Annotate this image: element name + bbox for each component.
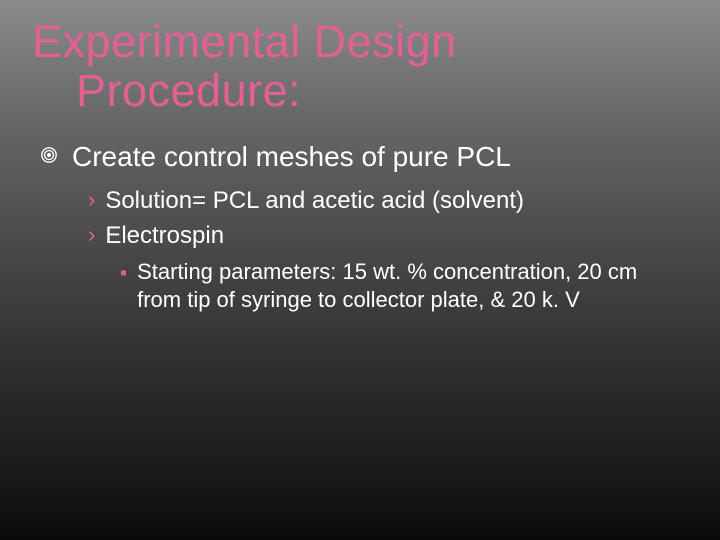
title-line-2: Procedure: <box>32 67 688 116</box>
bullet-level2: › Solution= PCL and acetic acid (solvent… <box>88 186 688 217</box>
chevron-icon: › <box>88 223 95 247</box>
target-icon <box>40 146 58 164</box>
slide: Experimental Design Procedure: Create co… <box>0 0 720 540</box>
level3-group: ▪ Starting parameters: 15 wt. % concentr… <box>120 258 688 314</box>
bullet-level1: Create control meshes of pure PCL <box>40 139 688 174</box>
title-line-1: Experimental Design <box>32 16 457 67</box>
level3-text: Starting parameters: 15 wt. % concentrat… <box>137 258 667 314</box>
level2-group: › Solution= PCL and acetic acid (solvent… <box>88 186 688 251</box>
slide-title: Experimental Design Procedure: <box>32 18 688 115</box>
dot-icon: ▪ <box>120 262 127 285</box>
bullet-level3: ▪ Starting parameters: 15 wt. % concentr… <box>120 258 688 314</box>
level2-text: Electrospin <box>105 221 224 252</box>
chevron-icon: › <box>88 188 95 212</box>
level1-text: Create control meshes of pure PCL <box>72 139 511 174</box>
level2-text: Solution= PCL and acetic acid (solvent) <box>105 186 524 217</box>
bullet-level2: › Electrospin <box>88 221 688 252</box>
